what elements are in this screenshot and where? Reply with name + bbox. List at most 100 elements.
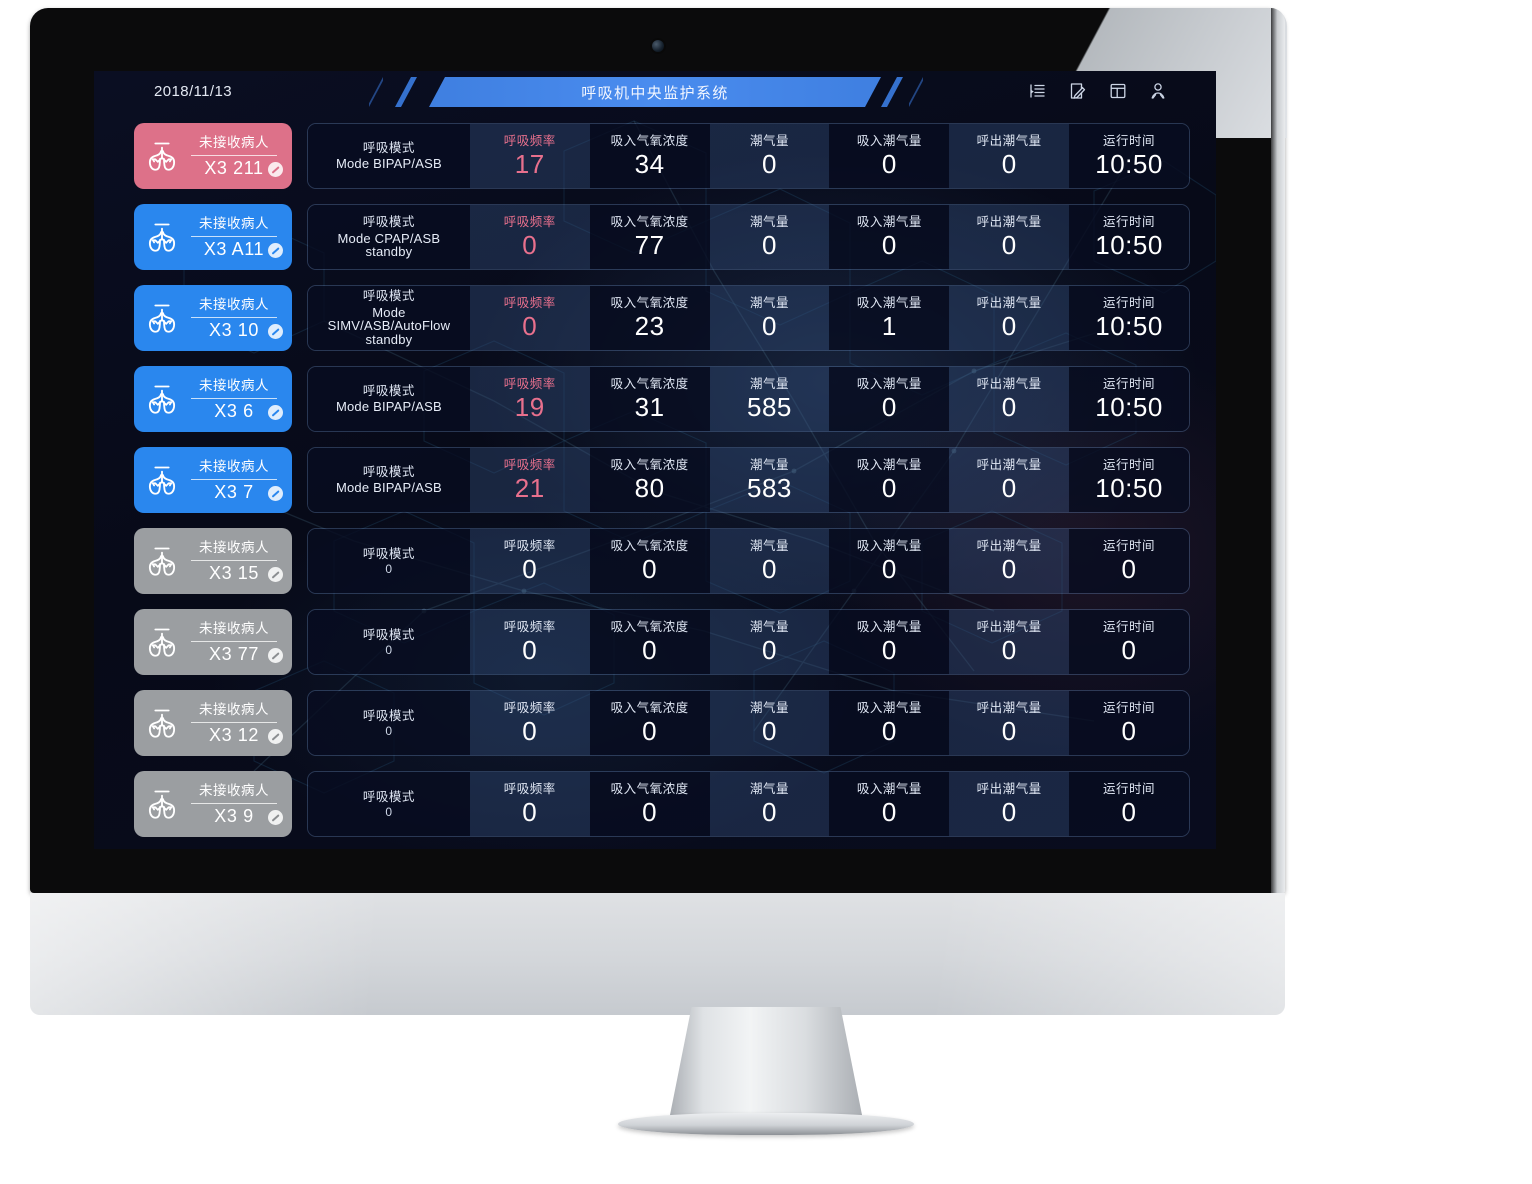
cell-value-mode: 0 bbox=[385, 642, 393, 657]
edit-badge-icon[interactable] bbox=[268, 567, 283, 582]
patient-info: 未接收病人 X3 7 bbox=[186, 458, 282, 503]
table-row[interactable]: 呼吸模式 Mode BIPAP/ASB 呼吸频率 21 吸入气氧浓度 80 潮气量 583 吸入… bbox=[307, 447, 1190, 513]
table-row[interactable]: 呼吸模式 Mode SIMV/ASB/AutoFlow standby 呼吸频率 0 吸… bbox=[307, 285, 1190, 351]
patient-card[interactable]: 未接收病人 X3 211 bbox=[134, 123, 292, 189]
cell-runtime: 运行时间 0 bbox=[1069, 610, 1189, 674]
cell-label-rate: 呼吸频率 bbox=[503, 457, 556, 473]
patient-card[interactable]: 未接收病人 X3 6 bbox=[134, 366, 292, 432]
cell-label-tidal_out: 呼出潮气量 bbox=[976, 295, 1042, 311]
table-row[interactable]: 呼吸模式 0 呼吸频率 0 吸入气氧浓度 0 潮气量 0 吸入潮气量 0 呼出潮气量 0 运行时间 0 bbox=[307, 690, 1190, 756]
edit-badge-icon[interactable] bbox=[268, 405, 283, 420]
cell-tidal_in: 吸入潮气量 0 bbox=[829, 205, 950, 269]
patient-info: 未接收病人 X3 10 bbox=[186, 296, 282, 341]
cell-label-mode: 呼吸模式 bbox=[362, 707, 415, 723]
table-row[interactable]: 呼吸模式 Mode BIPAP/ASB 呼吸频率 19 吸入气氧浓度 31 潮气量 585 吸入… bbox=[307, 366, 1190, 432]
monitor-chin bbox=[30, 893, 1285, 1015]
cell-runtime: 运行时间 10:50 bbox=[1069, 124, 1189, 188]
table-row[interactable]: 呼吸模式 0 呼吸频率 0 吸入气氧浓度 0 潮气量 0 吸入潮气量 0 呼出潮气量 0 运行时间 0 bbox=[307, 771, 1190, 837]
cell-value-tidal: 0 bbox=[761, 553, 777, 584]
edit-badge-icon[interactable] bbox=[268, 810, 283, 825]
cell-value-runtime: 0 bbox=[1121, 553, 1137, 584]
patient-card[interactable]: 未接收病人 X3 15 bbox=[134, 528, 292, 594]
cell-runtime: 运行时间 0 bbox=[1069, 691, 1189, 755]
cell-label-tidal_in: 吸入潮气量 bbox=[856, 781, 922, 797]
lungs-icon bbox=[142, 298, 182, 338]
bezel-right-edge bbox=[1271, 8, 1285, 893]
list-view-icon[interactable] bbox=[1028, 81, 1048, 101]
cell-label-tidal_out: 呼出潮气量 bbox=[976, 700, 1042, 716]
cell-rate: 呼吸频率 19 bbox=[469, 367, 590, 431]
patient-info: 未接收病人 X3 12 bbox=[186, 701, 282, 746]
cell-value-runtime: 10:50 bbox=[1095, 229, 1163, 260]
cell-label-tidal_out: 呼出潮气量 bbox=[976, 781, 1042, 797]
cell-tidal: 潮气量 0 bbox=[709, 610, 830, 674]
cell-mode: 呼吸模式 0 bbox=[308, 529, 470, 593]
edit-note-icon[interactable] bbox=[1068, 81, 1088, 101]
patient-card[interactable]: 未接收病人 X3 7 bbox=[134, 447, 292, 513]
cell-label-runtime: 运行时间 bbox=[1103, 457, 1156, 473]
cell-label-tidal_out: 呼出潮气量 bbox=[976, 214, 1042, 230]
cell-label-runtime: 运行时间 bbox=[1103, 133, 1156, 149]
edit-badge-icon[interactable] bbox=[268, 324, 283, 339]
lungs-icon bbox=[142, 703, 182, 743]
edit-badge-icon[interactable] bbox=[268, 162, 283, 177]
monitor-stand-neck bbox=[668, 1007, 864, 1125]
edit-badge-icon[interactable] bbox=[268, 486, 283, 501]
table-row[interactable]: 呼吸模式 0 呼吸频率 0 吸入气氧浓度 0 潮气量 0 吸入潮气量 0 呼出潮气量 0 运行时间 0 bbox=[307, 609, 1190, 675]
patient-status: 未接收病人 bbox=[199, 701, 269, 718]
layout-grid-icon[interactable] bbox=[1108, 81, 1128, 101]
table-row[interactable]: 呼吸模式 Mode CPAP/ASB standby 呼吸频率 0 吸入气氧浓度 77 潮气… bbox=[307, 204, 1190, 270]
cell-rate: 呼吸频率 0 bbox=[469, 610, 590, 674]
patient-card[interactable]: 未接收病人 X3 9 bbox=[134, 771, 292, 837]
cell-label-tidal_in: 吸入潮气量 bbox=[856, 538, 922, 554]
lungs-icon bbox=[142, 622, 182, 662]
patient-info: 未接收病人 X3 77 bbox=[186, 620, 282, 665]
cell-runtime: 运行时间 10:50 bbox=[1069, 448, 1189, 512]
patient-status: 未接收病人 bbox=[199, 458, 269, 475]
cell-tidal_in: 吸入潮气量 0 bbox=[829, 124, 950, 188]
edit-badge-icon[interactable] bbox=[268, 243, 283, 258]
cell-value-mode: Mode BIPAP/ASB bbox=[335, 399, 442, 415]
patient-bed-id: X3 A11 bbox=[203, 238, 265, 259]
cell-value-mode: Mode BIPAP/ASB bbox=[335, 156, 442, 172]
patient-bed-id: X3 15 bbox=[208, 562, 260, 583]
cell-value-tidal_in: 0 bbox=[881, 796, 897, 827]
lungs-icon bbox=[142, 541, 182, 581]
cell-mode: 呼吸模式 0 bbox=[308, 610, 470, 674]
cell-value-fio2: 0 bbox=[642, 634, 658, 665]
cell-value-tidal_out: 0 bbox=[1001, 391, 1017, 422]
patient-info: 未接收病人 X3 211 bbox=[186, 134, 282, 179]
table-row[interactable]: 呼吸模式 0 呼吸频率 0 吸入气氧浓度 0 潮气量 0 吸入潮气量 0 呼出潮气量 0 运行时间 0 bbox=[307, 528, 1190, 594]
cell-value-tidal_out: 0 bbox=[1001, 715, 1017, 746]
patient-card[interactable]: 未接收病人 X3 77 bbox=[134, 609, 292, 675]
patient-card[interactable]: 未接收病人 X3 12 bbox=[134, 690, 292, 756]
edit-badge-icon[interactable] bbox=[268, 648, 283, 663]
cell-label-runtime: 运行时间 bbox=[1103, 781, 1156, 797]
cell-tidal_in: 吸入潮气量 0 bbox=[829, 691, 950, 755]
patient-info: 未接收病人 X3 15 bbox=[186, 539, 282, 584]
cell-label-fio2: 吸入气氧浓度 bbox=[610, 619, 689, 635]
patient-card[interactable]: 未接收病人 X3 10 bbox=[134, 285, 292, 351]
patient-divider bbox=[190, 559, 278, 561]
cell-value-runtime: 10:50 bbox=[1095, 472, 1163, 503]
user-account-icon[interactable] bbox=[1148, 81, 1168, 101]
patient-card[interactable]: 未接收病人 X3 A11 bbox=[134, 204, 292, 270]
cell-mode: 呼吸模式 Mode SIMV/ASB/AutoFlow standby bbox=[308, 286, 470, 350]
cell-mode: 呼吸模式 Mode BIPAP/ASB bbox=[308, 367, 470, 431]
cell-value-tidal: 0 bbox=[761, 310, 777, 341]
table-row[interactable]: 呼吸模式 Mode BIPAP/ASB 呼吸频率 17 吸入气氧浓度 34 潮气量 0 吸入潮气… bbox=[307, 123, 1190, 189]
monitor-screen: 2018/11/13 呼吸机中央监护系统 bbox=[94, 71, 1216, 849]
cell-fio2: 吸入气氧浓度 0 bbox=[589, 529, 710, 593]
patient-bed-id: X3 77 bbox=[208, 643, 260, 664]
cell-fio2: 吸入气氧浓度 0 bbox=[589, 691, 710, 755]
cell-tidal_in: 吸入潮气量 0 bbox=[829, 448, 950, 512]
cell-rate: 呼吸频率 0 bbox=[469, 772, 590, 836]
edit-badge-icon[interactable] bbox=[268, 729, 283, 744]
patient-status: 未接收病人 bbox=[199, 215, 269, 232]
cell-value-fio2: 0 bbox=[642, 715, 658, 746]
cell-runtime: 运行时间 0 bbox=[1069, 529, 1189, 593]
cell-label-mode: 呼吸模式 bbox=[362, 463, 415, 479]
lungs-icon bbox=[142, 217, 182, 257]
patient-bed-id: X3 12 bbox=[208, 724, 260, 745]
patient-info: 未接收病人 X3 9 bbox=[186, 782, 282, 827]
